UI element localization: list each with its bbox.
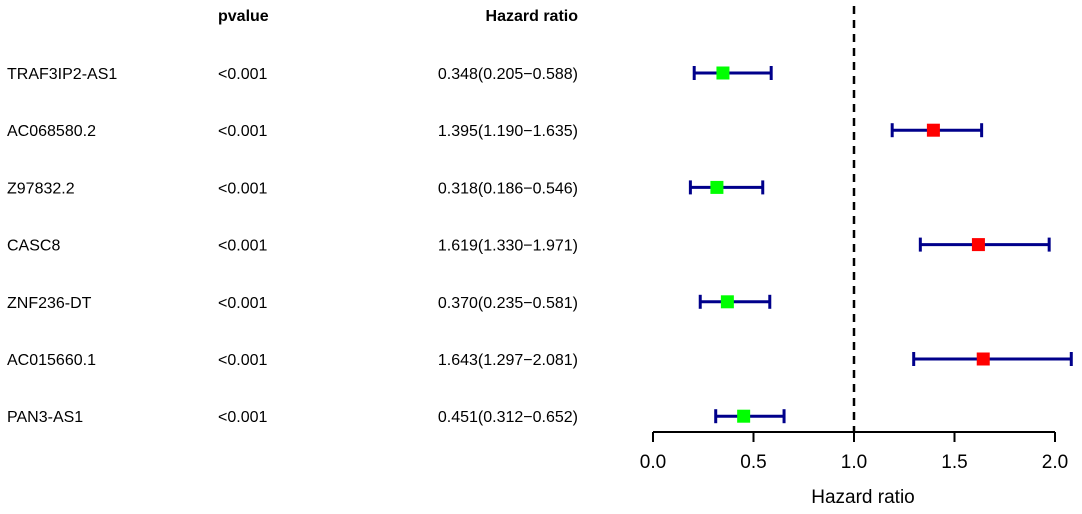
plot-area <box>688 6 1073 431</box>
hr-cell: 0.348(0.205−0.588) <box>438 66 578 83</box>
pvalue-cell: <0.001 <box>218 238 267 255</box>
x-tick-label: 1.5 <box>941 452 967 473</box>
hr-point <box>737 409 751 423</box>
x-axis: 0.0 0.5 1.0 1.5 2.0 <box>640 431 1068 473</box>
x-tick-label: 0.0 <box>640 452 666 473</box>
hr-point <box>926 123 940 137</box>
hr-cell: 0.451(0.312−0.652) <box>438 409 578 426</box>
hr-point <box>716 66 730 80</box>
x-axis-label: Hazard ratio <box>811 487 915 508</box>
gene-label: TRAF3IP2-AS1 <box>7 66 117 83</box>
hr-point <box>720 295 734 309</box>
gene-label: AC015660.1 <box>7 352 96 369</box>
pvalue-cell: <0.001 <box>218 352 267 369</box>
hr-cell: 1.643(1.297−2.081) <box>438 352 578 369</box>
pvalue-cell: <0.001 <box>218 409 267 426</box>
hazard-ratio-header: Hazard ratio <box>486 8 579 25</box>
x-tick-label: 0.5 <box>740 452 766 473</box>
hr-cell: 0.318(0.186−0.546) <box>438 180 578 197</box>
gene-label: PAN3-AS1 <box>7 409 83 426</box>
hr-point <box>976 352 990 366</box>
hr-cell: 1.395(1.190−1.635) <box>438 123 578 140</box>
x-tick-label: 2.0 <box>1042 452 1068 473</box>
gene-label: Z97832.2 <box>7 180 75 197</box>
gene-label: AC068580.2 <box>7 123 96 140</box>
pvalue-cell: <0.001 <box>218 295 267 312</box>
pvalue-header: pvalue <box>218 8 269 25</box>
hr-point <box>710 180 724 194</box>
hr-cell: 0.370(0.235−0.581) <box>438 295 578 312</box>
hr-cell: 1.619(1.330−1.971) <box>438 238 578 255</box>
x-tick-label: 1.0 <box>841 452 867 473</box>
hr-point <box>971 238 985 252</box>
gene-label: ZNF236-DT <box>7 295 92 312</box>
pvalue-cell: <0.001 <box>218 180 267 197</box>
pvalue-cell: <0.001 <box>218 66 267 83</box>
pvalue-cell: <0.001 <box>218 123 267 140</box>
row-labels: TRAF3IP2-AS1 <0.001 0.348(0.205−0.588) AC06… <box>7 66 578 426</box>
gene-label: CASC8 <box>7 238 60 255</box>
